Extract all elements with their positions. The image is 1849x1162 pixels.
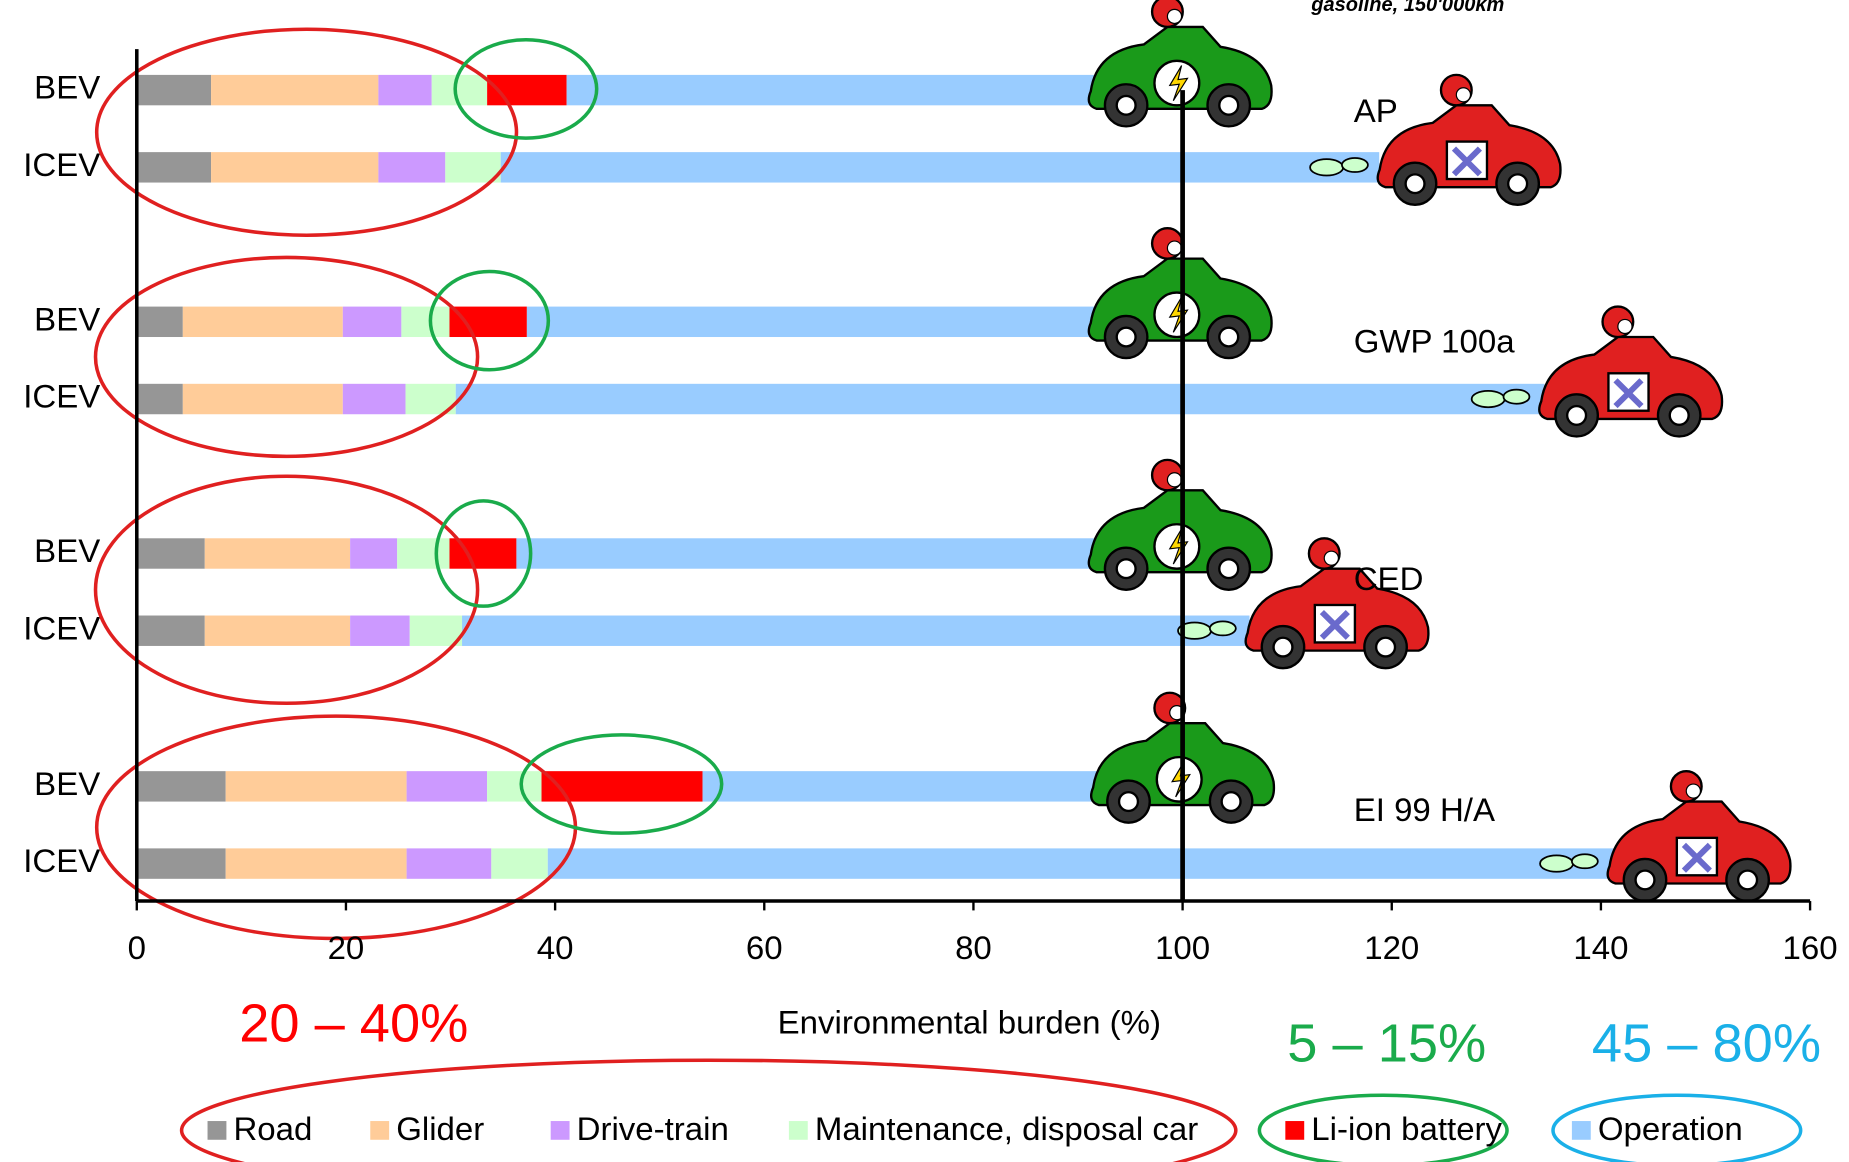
bar-segment (183, 307, 343, 337)
group-label: EI 99 H/A (1354, 791, 1495, 828)
group-label: GWP 100a (1354, 323, 1516, 360)
legend-label: Drive-train (577, 1110, 729, 1147)
y-tick-label: ICEV (23, 842, 100, 879)
annotation: 20 – 40% (239, 994, 468, 1054)
x-tick-label: 40 (537, 929, 574, 966)
group-label: AP (1354, 92, 1398, 129)
icev-car-icon (1310, 75, 1560, 205)
y-tick-label: BEV (34, 69, 100, 106)
bar-segment (397, 538, 449, 568)
bar-segment (137, 771, 226, 801)
bar-segment (378, 75, 431, 105)
x-tick-label: 140 (1573, 929, 1628, 966)
bar-segment (456, 384, 1545, 414)
legend-swatch (208, 1121, 227, 1140)
bar-segment (137, 538, 205, 568)
bar-segment (137, 616, 205, 646)
bar-segment (137, 152, 211, 182)
legend-label: Operation (1598, 1110, 1743, 1147)
x-axis-label: Environmental burden (%) (778, 1004, 1161, 1041)
x-tick-label: 20 (328, 929, 365, 966)
y-tick-label: BEV (34, 301, 100, 338)
highlight (97, 716, 576, 938)
bar-segment (449, 307, 526, 337)
legend-swatch (551, 1121, 570, 1140)
group-label: CED (1354, 560, 1424, 597)
bar-segment (378, 152, 445, 182)
bar-segment (462, 616, 1249, 646)
annotation: 45 – 80% (1592, 1014, 1821, 1074)
bar-segment (343, 307, 402, 337)
y-tick-label: ICEV (23, 610, 100, 647)
x-tick-label: 160 (1783, 929, 1838, 966)
y-tick-label: BEV (34, 532, 100, 569)
bev-car-icon (1089, 228, 1272, 358)
legend-swatch (370, 1121, 389, 1140)
legend-label: Road (233, 1110, 312, 1147)
bar-segment (350, 538, 397, 568)
plot-area: BEV ICEV BEV ICEV BEV ICEV BEV ICEV (23, 69, 1616, 879)
bar-segment (401, 307, 449, 337)
bar-segment (350, 616, 410, 646)
bar-segment (487, 771, 541, 801)
legend-label: Maintenance, disposal car (815, 1110, 1198, 1147)
bar-segment (516, 538, 1182, 568)
y-tick-label: BEV (34, 765, 100, 802)
legend-swatch (1572, 1121, 1591, 1140)
bar-segment (501, 152, 1379, 182)
page: {"chart_data": {"type": "stacked-barh", … (0, 0, 1849, 1162)
highlight-ellipses (96, 29, 1801, 1162)
bar-segment (205, 538, 350, 568)
highlight (97, 29, 517, 235)
bar-segment (137, 75, 211, 105)
x-tick-label: 80 (955, 929, 992, 966)
bar-segment (137, 307, 183, 337)
bar-segment (548, 848, 1617, 878)
bar-segment (137, 384, 183, 414)
bar-segment (211, 75, 378, 105)
bev-car-icon (1089, 0, 1272, 126)
annotation: 5 – 15% (1287, 1014, 1486, 1074)
y-tick-label: ICEV (23, 146, 100, 183)
legend-swatch (1285, 1121, 1304, 1140)
bar-segment (491, 848, 547, 878)
bar-segment (226, 771, 407, 801)
bar-segment (410, 616, 462, 646)
legend-label: Li-ion battery (1311, 1110, 1502, 1147)
bar-segment (205, 616, 350, 646)
bar-segment (407, 848, 492, 878)
icev-car-icon (1540, 771, 1790, 901)
bar-segment (407, 771, 488, 801)
bar-segment (137, 848, 226, 878)
y-tick-label: ICEV (23, 378, 100, 415)
legend-label: Glider (396, 1110, 484, 1147)
bar-segment (183, 384, 343, 414)
chart-title: gasoline, 150'000km (1310, 0, 1504, 16)
bar-segment (432, 75, 487, 105)
highlight (96, 476, 478, 703)
x-tick-label: 100 (1155, 929, 1210, 966)
bar-segment (226, 848, 407, 878)
bev-car-icon (1089, 460, 1272, 590)
cars (1089, 0, 1791, 901)
x-tick-label: 120 (1364, 929, 1419, 966)
bar-segment (527, 307, 1183, 337)
legend-swatch (789, 1121, 808, 1140)
bar-segment (211, 152, 378, 182)
x-tick-label: 60 (746, 929, 783, 966)
bar-segment (343, 384, 406, 414)
highlight (96, 257, 478, 456)
chart: gasoline, 150'000km Environmental burden… (0, 0, 1849, 1162)
x-tick-label: 0 (128, 929, 146, 966)
